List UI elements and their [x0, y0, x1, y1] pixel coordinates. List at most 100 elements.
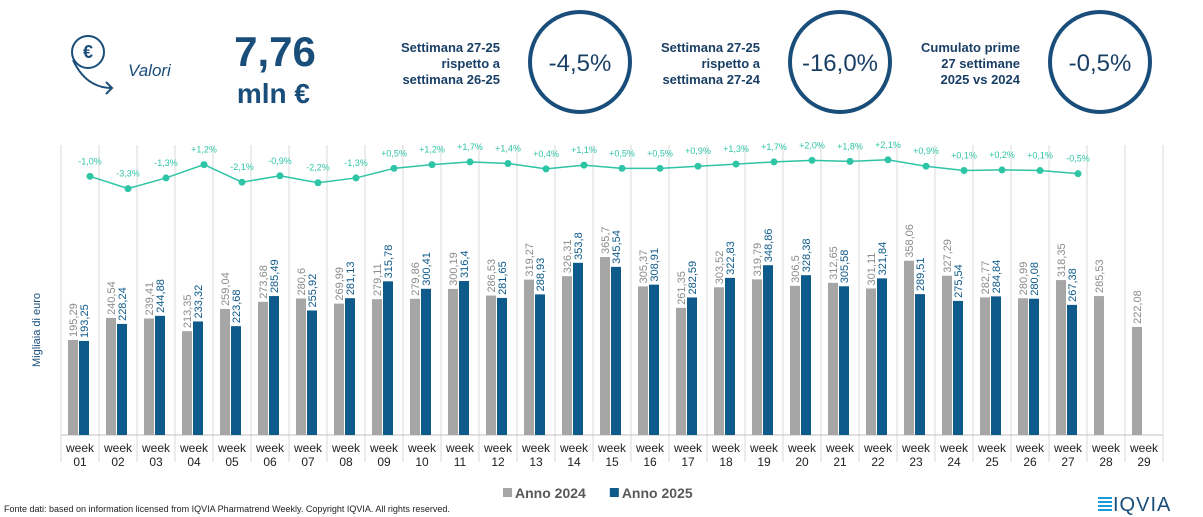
kpi-line: 27 settimane [941, 56, 1020, 71]
bar [231, 326, 241, 435]
bar [953, 300, 963, 435]
x-tick-label: week 18 [711, 441, 740, 469]
data-label: 345,54 [611, 230, 623, 264]
bar [486, 295, 496, 435]
x-tick-label: week 13 [521, 441, 550, 469]
line-label: -0,9% [268, 156, 292, 166]
x-tick-label: week 11 [445, 441, 474, 469]
x-tick-label: week 08 [331, 441, 360, 469]
header-unit: mln € [237, 78, 311, 109]
line-label: +1,4% [495, 144, 521, 154]
bar [611, 266, 621, 435]
source: Fonte dati: based on information license… [4, 504, 450, 514]
y-axis-label: Migliaia di euro [31, 293, 43, 367]
bar [573, 262, 583, 435]
x-tick-label: week 14 [559, 441, 588, 469]
bar [1132, 326, 1142, 435]
kpi-circle [788, 10, 892, 114]
legend-label: Anno 2024 [515, 485, 586, 501]
line-label: +2,1% [875, 140, 901, 150]
line-label: +0,9% [913, 146, 939, 156]
kpi-value: -0,5% [1069, 50, 1132, 77]
data-label: 259,04 [220, 272, 232, 306]
kpi-text: Settimana 27-25 rispetto a settimana 27-24 [550, 40, 760, 88]
x-tick-label: week 22 [863, 441, 892, 469]
line-label: +1,2% [191, 145, 217, 155]
bar [497, 297, 507, 435]
line-label: -1,0% [78, 156, 102, 166]
line-label: +2,0% [799, 140, 825, 150]
data-label: 306,5 [790, 255, 802, 283]
x-tick-label: week 24 [939, 441, 968, 469]
line-label: +1,8% [837, 141, 863, 151]
data-label: 279,86 [410, 262, 422, 296]
kpi-line: Settimana 27-25 [401, 40, 500, 55]
bar [752, 279, 762, 435]
kpi-text: Cumulato prime 27 settimane 2025 vs 2024 [810, 40, 1020, 88]
bar [372, 299, 382, 435]
bar [991, 296, 1001, 435]
data-label: 267,38 [1067, 268, 1079, 302]
bar [144, 318, 154, 435]
bar [790, 285, 800, 435]
line-point [884, 156, 892, 164]
line-point [922, 162, 930, 170]
line-point [162, 174, 170, 182]
x-tick-label: week 07 [293, 441, 322, 469]
line-label: +0,4% [533, 149, 559, 159]
legend-swatch [503, 488, 512, 497]
line-label: +1,7% [761, 142, 787, 152]
line-point [694, 162, 702, 170]
bar [828, 282, 838, 435]
bar [980, 297, 990, 435]
legend-label: Anno 2025 [622, 485, 693, 501]
x-tick-label: week 21 [825, 441, 854, 469]
x-tick-label: week 29 [1129, 441, 1158, 469]
line-label: +1,7% [457, 142, 483, 152]
data-label: 281,65 [497, 261, 509, 295]
bar [68, 339, 78, 435]
data-label: 223,68 [231, 289, 243, 323]
x-tick-label: week 04 [179, 441, 208, 469]
line-point [656, 164, 664, 172]
data-label: 289,51 [915, 257, 927, 291]
data-label: 269,99 [334, 267, 346, 301]
line-label: +1,1% [571, 145, 597, 155]
bar [193, 321, 203, 435]
bar [79, 340, 89, 435]
kpi-circle [1048, 10, 1152, 114]
line-point [846, 157, 854, 165]
data-label: 195,29 [68, 303, 80, 337]
kpi-text: Settimana 27-25 rispetto a settimana 26-25 [290, 40, 500, 88]
data-label: 261,35 [676, 271, 688, 305]
line-point [998, 166, 1006, 174]
x-tick-label: week 15 [597, 441, 626, 469]
x-tick-label: week 09 [369, 441, 398, 469]
data-label: 308,91 [649, 248, 661, 282]
data-label: 322,83 [725, 241, 737, 275]
data-label: 300,19 [448, 252, 460, 286]
bar [687, 297, 697, 435]
x-tick-label: week 05 [217, 441, 246, 469]
data-label: 321,84 [877, 242, 889, 276]
header-label: Valori [128, 61, 172, 80]
data-label: 255,92 [307, 274, 319, 308]
bar [904, 260, 914, 435]
data-label: 228,24 [117, 287, 129, 321]
data-label: 348,86 [763, 229, 775, 263]
data-label: 285,53 [1094, 259, 1106, 293]
data-label: 239,41 [144, 282, 156, 316]
bar [345, 298, 355, 435]
bar [801, 275, 811, 435]
data-label: 326,31 [562, 240, 574, 274]
x-tick-label: week 23 [901, 441, 930, 469]
line-point [276, 172, 284, 180]
x-tick-label: week 02 [103, 441, 132, 469]
x-tick-label: week 19 [749, 441, 778, 469]
line-point [504, 160, 512, 168]
x-tick-label: week 28 [1091, 441, 1120, 469]
bar [915, 294, 925, 435]
line-label: +0,5% [647, 148, 673, 158]
bar [334, 303, 344, 435]
